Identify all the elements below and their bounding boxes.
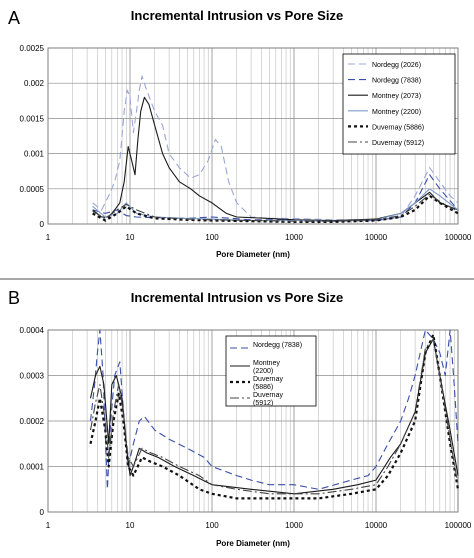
series-line-4	[89, 338, 459, 495]
chart-title: Incremental Intrusion vs Pore Size	[131, 290, 343, 305]
x-axis-label: Pore Diameter (nm)	[216, 539, 290, 548]
x-tick-label: 10000	[365, 233, 388, 242]
y-tick-label: 0.001	[24, 150, 45, 159]
series-line-1	[89, 329, 459, 490]
legend-label: Montney (2200)	[372, 109, 421, 116]
series-line-3	[92, 96, 459, 222]
legend-label: Nordegg (7838)	[253, 342, 302, 349]
y-tick-label: 0.002	[24, 79, 45, 88]
legend-label: Duvernay (5912)	[372, 140, 424, 147]
y-tick-label: 0	[40, 220, 45, 229]
y-tick-label: 0	[40, 508, 45, 517]
y-tick-label: 0.0001	[20, 463, 45, 472]
x-tick-label: 1000	[285, 521, 303, 530]
panel-letter: A	[8, 8, 20, 28]
chart-panel-b: B Incremental Intrusion vs Pore Size 1 10 10…	[8, 288, 472, 548]
x-axis-label: Pore Diameter (nm)	[216, 250, 290, 259]
y-tick-label: 0.0003	[20, 372, 45, 381]
x-tick-label: 1	[46, 521, 51, 530]
series-line-2	[92, 174, 459, 222]
series-line-5	[92, 194, 459, 223]
y-tick-label: 0.0015	[20, 114, 45, 123]
chart-panel-a: A Incremental Intrusion vs Pore Size 1 10 10…	[8, 8, 472, 259]
legend-label: Duvernay (5886)	[372, 124, 424, 131]
plot-area	[47, 329, 459, 513]
x-tick-label: 10000	[365, 521, 388, 530]
legend-label: Nordegg (7838)	[372, 78, 421, 85]
series-line-6	[92, 193, 459, 222]
x-tick-label: 100000	[445, 233, 472, 242]
legend-box	[342, 53, 456, 155]
legend-label: Montney (2073)	[372, 93, 421, 100]
y-tick-label: 0.0004	[20, 326, 45, 335]
legend-label: Nordegg (2026)	[372, 62, 421, 69]
x-tick-label: 10	[126, 521, 135, 530]
x-tick-label: 100	[205, 521, 219, 530]
y-tick-label: 0.0025	[20, 44, 45, 53]
panel-letter: B	[8, 288, 20, 308]
legend: Nordegg (2026) Nordegg (7838) Montney (207…	[342, 53, 456, 155]
plot-area	[47, 47, 459, 225]
x-tick-label: 1	[46, 233, 51, 242]
y-tick-label: 0.0002	[20, 417, 45, 426]
legend-label: Duvernay (5886)	[253, 376, 283, 391]
x-tick-label: 100000	[445, 521, 472, 530]
chart-title: Incremental Intrusion vs Pore Size	[131, 8, 343, 23]
x-tick-label: 100	[205, 233, 219, 242]
legend-label: Duvernay (5912)	[253, 392, 283, 407]
x-tick-label: 10	[126, 233, 135, 242]
y-tick-label: 0.0005	[20, 185, 45, 194]
legend: Nordegg (7838) Montney (2200)Duvernay (5886…	[225, 335, 317, 407]
legend-label: Montney (2200)	[253, 360, 280, 375]
x-tick-label: 1000	[285, 233, 303, 242]
